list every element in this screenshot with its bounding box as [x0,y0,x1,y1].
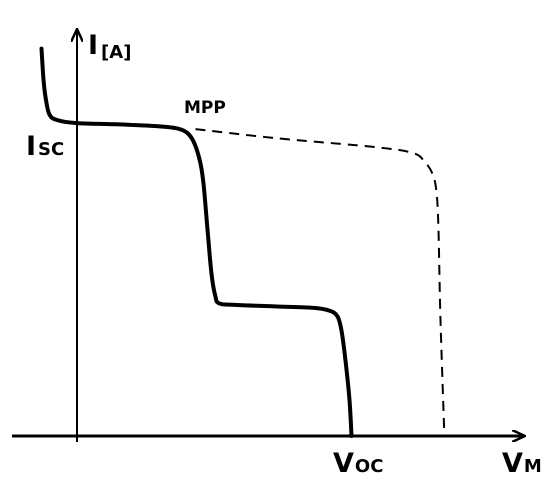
isc-label: I SC [26,131,64,162]
xlabel: VM [502,448,542,479]
xlabel-main: V [502,448,523,479]
voc-main: V [333,448,354,479]
ylabel-sub: [A] [101,42,131,63]
mpp-label: MPP [184,98,226,118]
ylabel: I [A] [88,30,131,63]
voc-label: VOC [333,448,383,479]
xlabel-sub: M [524,456,542,477]
iv-curve-solid [39,46,354,438]
isc-sub: SC [38,139,64,160]
voc-sub: OC [355,456,384,477]
iv-curve-dashed [195,128,446,437]
ylabel-main: I [88,30,98,61]
isc-main: I [26,131,36,162]
